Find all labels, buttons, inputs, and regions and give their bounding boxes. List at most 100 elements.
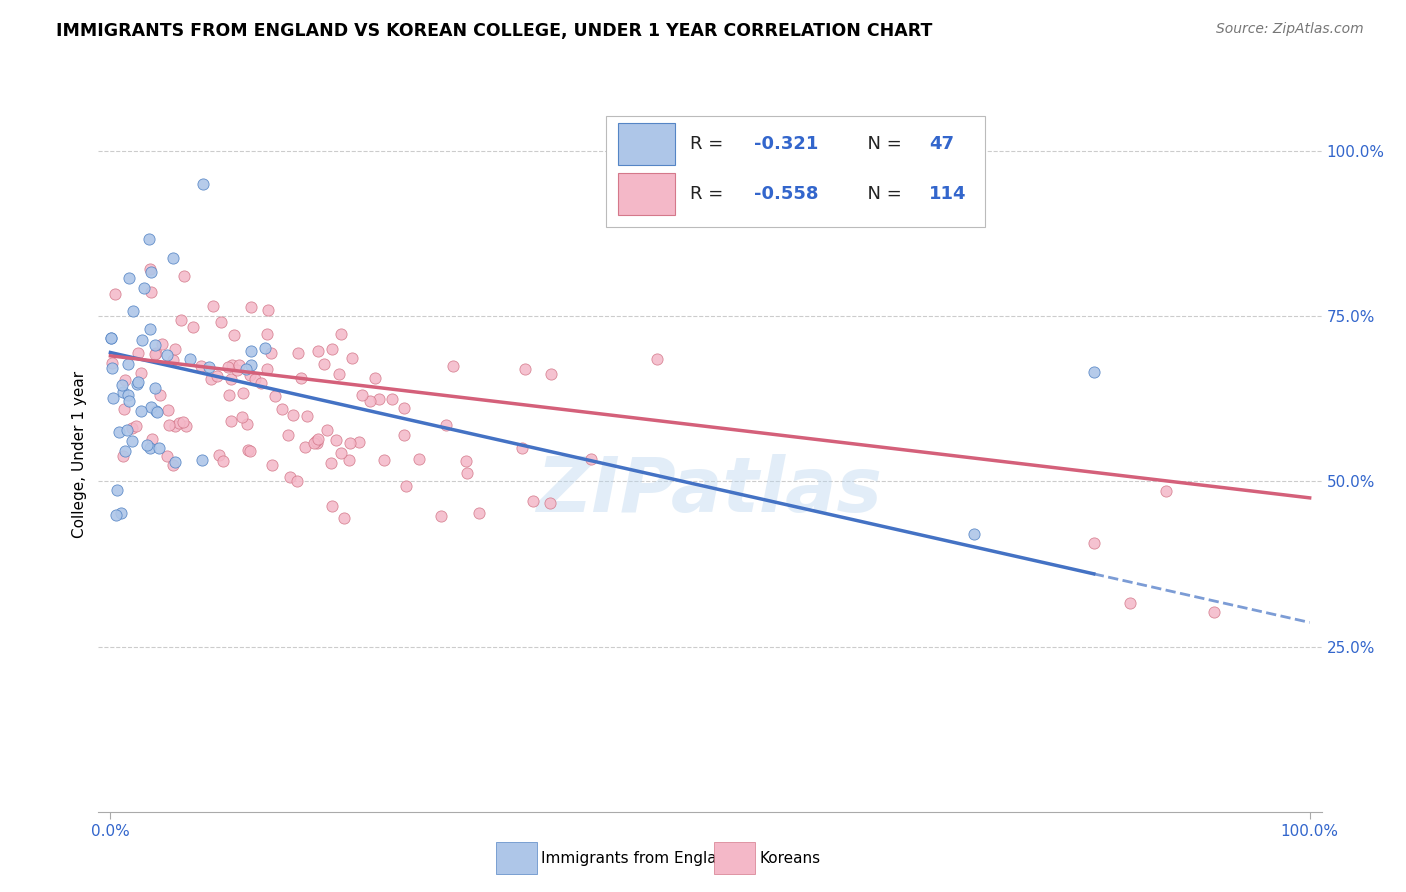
Point [136,438,159,452]
Point [538,495,561,509]
Point [148,441,170,455]
Point [441,359,464,374]
Point [395,479,418,493]
Point [429,508,451,523]
Point [191,452,214,467]
Point [321,499,343,513]
Point [198,360,221,375]
Point [112,402,135,417]
Point [110,506,132,520]
Point [278,470,301,484]
Point [250,376,273,390]
Point [156,449,179,463]
Point [207,368,229,383]
Point [321,456,343,470]
Point [294,440,316,454]
Point [108,425,131,439]
Point [127,346,149,360]
Point [115,423,138,437]
Point [173,268,195,283]
Point [105,483,128,497]
Point [307,432,329,446]
Point [349,434,371,449]
Point [163,343,186,357]
Text: Koreans: Koreans [759,851,820,865]
Point [165,455,187,469]
Point [118,393,141,408]
Point [201,299,224,313]
Point [256,326,278,341]
Text: N =: N = [856,136,907,153]
Point [121,421,143,435]
Point [139,285,162,299]
Point [1154,483,1177,498]
Point [118,271,141,285]
Text: -0.321: -0.321 [754,136,818,153]
FancyBboxPatch shape [619,173,675,215]
Point [157,418,180,433]
Text: Immigrants from England: Immigrants from England [541,851,737,865]
Point [239,444,262,458]
Point [408,451,430,466]
Point [117,388,139,402]
Point [1119,596,1142,610]
Point [236,443,259,458]
Point [240,358,263,372]
Point [352,387,374,401]
Point [125,418,148,433]
Point [217,360,239,375]
Text: R =: R = [690,186,730,203]
Point [162,458,184,472]
Point [314,357,336,371]
Point [150,337,173,351]
Point [260,346,283,360]
Point [143,337,166,351]
Point [295,409,318,423]
Point [127,377,149,392]
Point [162,353,184,368]
Point [305,436,328,450]
Point [579,451,602,466]
Point [1202,605,1225,619]
Point [235,361,257,376]
Point [232,385,254,400]
Point [238,368,260,383]
Point [179,351,201,366]
Point [190,359,212,374]
Text: R =: R = [690,136,730,153]
Point [131,333,153,347]
Point [645,351,668,366]
Point [114,443,136,458]
Point [139,321,162,335]
Point [316,423,339,437]
Point [373,453,395,467]
Point [468,506,491,520]
Point [155,348,177,362]
Point [104,286,127,301]
Point [218,387,240,401]
Point [392,401,415,416]
Point [208,449,231,463]
Point [112,449,135,463]
Point [225,362,247,376]
Point [254,341,277,355]
Point [307,343,329,358]
Point [285,475,308,489]
Point [221,372,243,386]
Point [129,404,152,418]
Point [222,328,245,343]
Point [392,428,415,442]
Point [281,408,304,422]
Point [139,400,162,414]
Point [256,362,278,376]
Point [245,372,267,386]
Point [111,377,134,392]
Text: 47: 47 [929,136,955,153]
Point [240,344,263,359]
Point [100,331,122,345]
Point [364,371,387,385]
Point [141,432,163,446]
Point [337,452,360,467]
Text: ZIPatlas: ZIPatlas [537,454,883,527]
Point [172,415,194,429]
